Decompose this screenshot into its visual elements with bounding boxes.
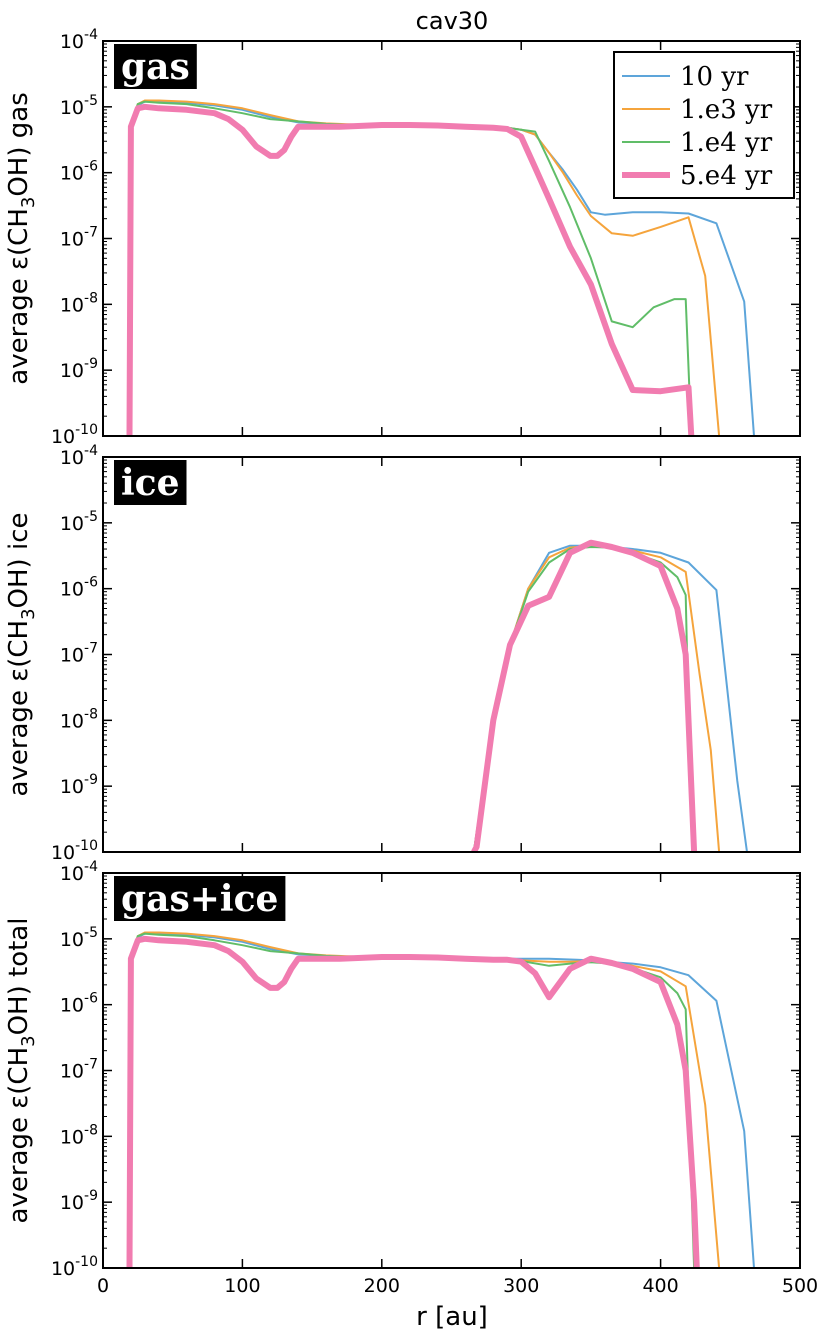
x-tick-label: 300 [503,1275,539,1297]
series-line-4 [126,935,700,1268]
y-tick-label: 10-7 [60,641,98,667]
series-line-1 [472,544,748,852]
y-axis-label: average ε(CH3OH) ice [4,512,39,796]
panel-ice: 10-10 10-9 10-8 10-7 10-6 10-5 10-4 average ε(C… [4,443,801,864]
series-line-4 [126,103,695,436]
y-tick-label: 10-5 [60,93,98,119]
y-tick-label: 10-10 [51,838,98,864]
y-tick-label: 10-10 [51,1254,98,1280]
series-line-3 [472,546,696,852]
y-tick-label: 10-8 [60,706,98,732]
panel-tag-label: ice [121,462,180,504]
panel-gas-plus-ice: 10-10 10-9 10-8 10-7 10-6 10-5 10-4 0 100 200 300 4… [4,859,818,1297]
x-tick-label: 400 [642,1275,678,1297]
series-line-3 [128,932,696,1268]
y-tick-label: 10-8 [60,1122,98,1148]
y-tick-label: 10-9 [60,356,98,382]
y-tick-label: 10-6 [60,159,98,185]
x-tick-label: 500 [782,1275,818,1297]
y-tick-label: 10-5 [60,925,98,951]
panel-tag: ice [114,460,187,505]
legend: 10 yr1.e3 yr1.e4 yr5.e4 yr [613,51,795,199]
x-tick-label: 200 [364,1275,400,1297]
x-axis-label: r [au] [416,1302,488,1332]
legend-entry-label: 10 yr [680,62,749,92]
panel-tag: gas [114,44,197,89]
y-axis-label: average ε(CH3OH) gas [4,92,39,384]
series-line-2 [472,544,721,852]
legend-entry-label: 5.e4 yr [680,161,773,191]
y-tick-label: 10-6 [60,575,98,601]
series-line-3 [128,100,693,436]
panel-tag-label: gas+ice [121,878,278,920]
legend-entry-label: 1.e3 yr [680,95,773,125]
legend-entry-label: 1.e4 yr [680,128,773,158]
panel-tag: gas+ice [114,876,286,921]
series-lines [126,931,755,1268]
plot-frame [102,456,801,853]
y-tick-label: 10-10 [51,422,98,448]
y-tick-label: 10-4 [60,859,98,885]
y-tick-label: 10-4 [60,27,98,53]
x-tick-label: 0 [97,1275,109,1297]
panels: 10-10 10-9 10-8 10-7 10-6 10-5 10-4 average ε(C… [4,27,818,1297]
y-tick-label: 10-7 [60,225,98,251]
series-lines [126,99,755,436]
x-tick-label: 100 [224,1275,260,1297]
y-tick-label: 10-5 [60,509,98,535]
y-axis-label: average ε(CH3OH) total [4,918,39,1224]
y-tick-label: 10-6 [60,991,98,1017]
y-tick-label: 10-7 [60,1057,98,1083]
panel-tag-label: gas [121,46,190,88]
y-tick-label: 10-9 [60,772,98,798]
chart-title: cav30 [416,7,489,35]
series-line-4 [471,539,698,852]
series-line-2 [128,931,721,1268]
y-tick-label: 10-8 [60,290,98,316]
panel-tag-box [114,460,187,505]
panel-gas: 10-10 10-9 10-8 10-7 10-6 10-5 10-4 average ε(C… [4,27,801,448]
panel-tag-box [114,876,286,921]
y-tick-label: 10-4 [60,443,98,469]
y-tick-label: 10-9 [60,1188,98,1214]
series-lines [471,539,748,852]
panel-tag-box [114,44,197,89]
